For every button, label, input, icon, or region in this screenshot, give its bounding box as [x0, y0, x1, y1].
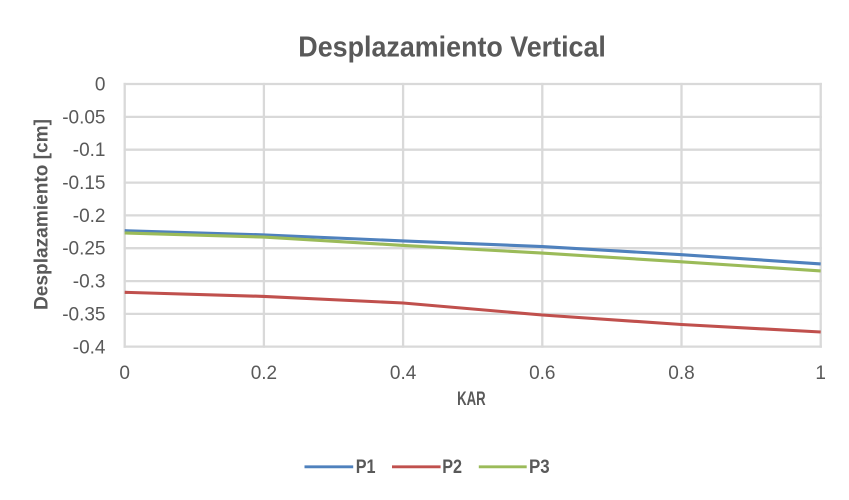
svg-text:KAR: KAR: [457, 389, 486, 410]
svg-text:-0.3: -0.3: [73, 272, 106, 293]
svg-text:-0.05: -0.05: [62, 107, 105, 128]
svg-text:-0.4: -0.4: [73, 337, 106, 358]
svg-text:P3: P3: [529, 457, 550, 478]
svg-text:0.6: 0.6: [529, 363, 555, 384]
svg-text:0: 0: [95, 75, 106, 96]
svg-text:-0.15: -0.15: [62, 173, 105, 194]
svg-text:P1: P1: [356, 457, 376, 478]
svg-text:-0.25: -0.25: [62, 239, 105, 260]
svg-text:0.8: 0.8: [668, 363, 694, 384]
svg-text:0.4: 0.4: [390, 363, 417, 384]
svg-text:-0.35: -0.35: [62, 304, 105, 325]
svg-text:P2: P2: [442, 457, 462, 478]
svg-text:1: 1: [815, 363, 826, 384]
svg-text:Desplazamiento [cm]: Desplazamiento [cm]: [32, 119, 53, 310]
svg-text:0: 0: [119, 363, 130, 384]
svg-text:0.2: 0.2: [251, 363, 277, 384]
svg-text:-0.1: -0.1: [73, 140, 106, 161]
svg-text:Desplazamiento Vertical: Desplazamiento Vertical: [298, 32, 606, 64]
svg-text:-0.2: -0.2: [73, 206, 106, 227]
